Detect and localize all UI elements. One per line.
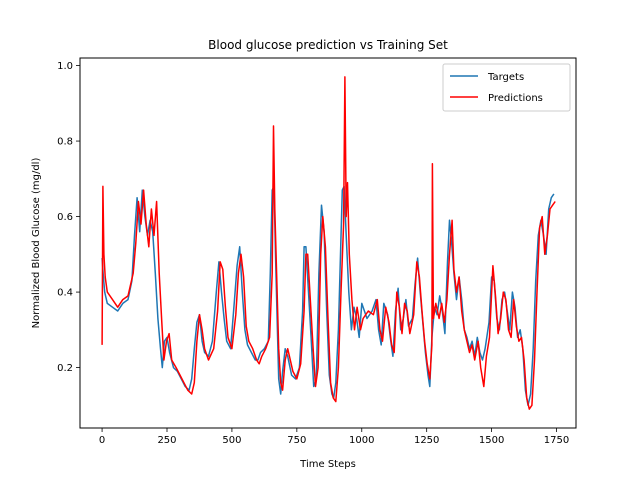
y-tick-label: 0.6 xyxy=(57,212,73,223)
y-axis-ticks: 0.2 0.4 0.6 0.8 1.0 xyxy=(57,61,80,374)
axes-frame xyxy=(79,57,577,429)
y-tick-label: 0.2 xyxy=(57,363,73,374)
series-layer xyxy=(101,76,556,410)
x-tick-label: 1000 xyxy=(349,435,374,446)
x-tick-label: 0 xyxy=(99,435,105,446)
y-axis-label: Normalized Blood Glucose (mg/dl) xyxy=(31,158,42,329)
y-tick-label: 0.8 xyxy=(57,137,73,148)
x-tick-label: 1500 xyxy=(479,435,504,446)
legend-label-targets: Targets xyxy=(487,72,524,83)
chart-title: Blood glucose prediction vs Training Set xyxy=(208,38,448,52)
x-tick-label: 1250 xyxy=(414,435,439,446)
x-tick-label: 250 xyxy=(157,435,176,446)
plot-area xyxy=(79,57,577,429)
x-axis-label: Time Steps xyxy=(299,459,356,470)
x-tick-label: 750 xyxy=(287,435,306,446)
y-tick-label: 0.4 xyxy=(57,288,73,299)
x-tick-label: 1750 xyxy=(544,435,569,446)
x-tick-label: 500 xyxy=(222,435,241,446)
legend-label-predictions: Predictions xyxy=(488,93,543,104)
series-line-predictions xyxy=(101,76,556,410)
legend: Targets Predictions xyxy=(442,63,571,112)
x-axis-ticks: 0 250 500 750 1000 1250 1500 1750 xyxy=(99,428,569,446)
y-tick-label: 1.0 xyxy=(57,61,73,72)
